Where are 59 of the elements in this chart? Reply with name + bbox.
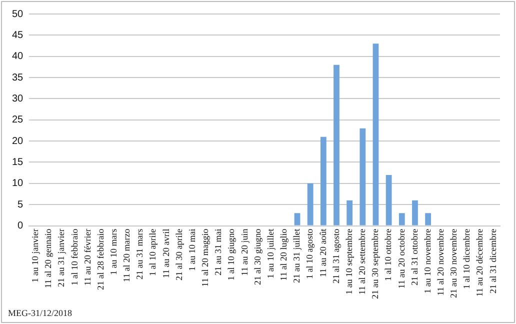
bar	[425, 213, 432, 226]
x-tick-label: 11 al 20 maggio	[200, 228, 210, 287]
x-tick-label: 1 al 10 ottobre	[383, 228, 394, 282]
y-tick-label: 15	[12, 156, 24, 168]
bar	[334, 64, 340, 226]
x-tick-label: 11 au 20 octobre	[396, 228, 406, 289]
x-tick-label: 21 al 31 agosto	[330, 228, 341, 284]
y-tick-label: 40	[12, 51, 24, 62]
x-tick-label: 1 au 10 mars	[108, 228, 118, 276]
x-tick-label: 1 au 10 novembre	[422, 228, 432, 294]
y-tick-label: 50	[12, 8, 24, 20]
x-tick-label: 1 al 10 aprile	[148, 228, 158, 276]
x-tick-label: 21 al 28 febbraio	[95, 228, 106, 290]
x-tick-label: 1 al 10 giugno	[226, 228, 236, 281]
x-tick-label: 11 al 20 novembre	[436, 228, 446, 296]
x-tick-label: 21 al 31 ottobre	[409, 228, 420, 286]
x-tick-label: 11 au 20 août	[318, 228, 328, 278]
y-tick-label: 45	[12, 30, 24, 41]
x-tick-label: 11 al 20 luglio	[278, 228, 289, 281]
x-tick-label: 1 au 10 mai	[186, 228, 197, 272]
x-tick-label: 11 al 20 gennaio	[43, 228, 54, 288]
x-tick-label: 1 au 10 septembre	[344, 228, 354, 295]
x-tick-label: 1 al 10 agosto	[304, 228, 315, 280]
bar	[398, 213, 405, 226]
x-tick-label: 11 au 20 avril	[160, 228, 171, 278]
bar	[372, 44, 379, 226]
bar	[320, 136, 326, 226]
x-tick-label: 11 au 20 décembre	[474, 228, 485, 297]
bar	[386, 174, 392, 226]
x-tick-label: 11 au 20 juin	[239, 228, 250, 276]
text: MEG-31/12/2018	[8, 308, 72, 318]
y-tick-label: 35	[12, 72, 24, 84]
x-tick-label: 21 au 31 juillet	[292, 228, 302, 284]
x-tick-label: 21 al 30 giugno	[252, 228, 262, 286]
bar	[346, 200, 353, 226]
x-tick-label: 21 au 31 mai	[213, 228, 224, 276]
y-tick-label: 0	[18, 220, 24, 232]
bar	[307, 183, 314, 226]
y-tick-label: 20	[12, 136, 24, 147]
y-tick-label: 25	[12, 114, 24, 126]
x-tick-label: 21 al 30 aprile	[174, 228, 184, 281]
bar	[294, 213, 300, 226]
x-tick-label: 21 au 30 novembre	[448, 228, 459, 298]
bar	[412, 200, 418, 226]
x-tick-label: 21 au 31 janvier	[56, 228, 66, 288]
x-tick-label: 21 au 30 septembre	[370, 228, 380, 300]
x-tick-label: 11 al 20 settembre	[357, 228, 368, 295]
x-tick-label: 21 al 31 dicembre	[488, 228, 498, 294]
bar	[360, 128, 366, 226]
x-tick-label: 11 al 20 marzo	[122, 228, 132, 282]
x-tick-label: 1 au 10 juillet	[265, 228, 276, 279]
x-tick-label: 11 au 20 février	[82, 228, 92, 286]
y-tick-label: 5	[18, 199, 24, 210]
x-tick-label: 1 au 10 janvier	[30, 228, 40, 283]
x-tick-label: 1 al 10 dicembre	[462, 228, 472, 290]
y-tick-label: 10	[12, 178, 24, 190]
x-tick-label: 1 al 10 febbraio	[69, 228, 80, 286]
x-tick-label: 21 au 31 mars	[134, 228, 145, 280]
y-tick-label: 30	[12, 93, 24, 104]
